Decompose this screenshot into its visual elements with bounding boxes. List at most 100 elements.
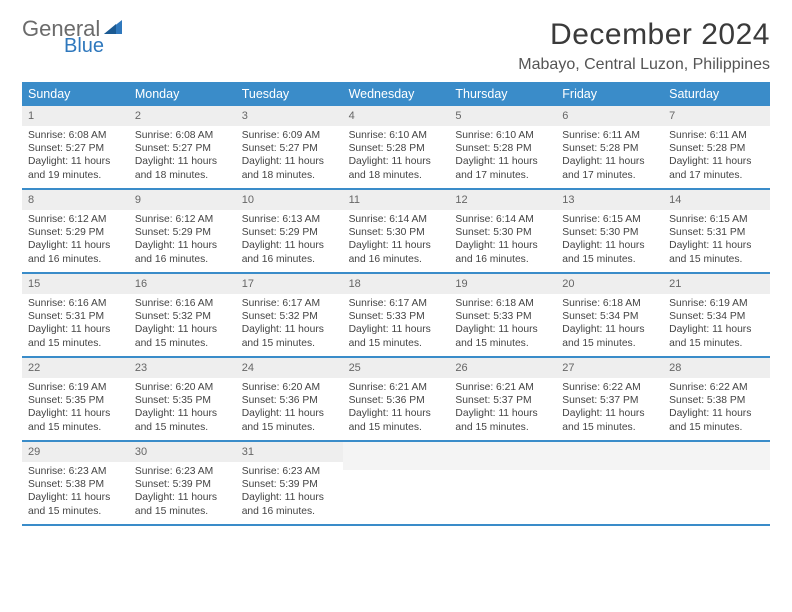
calendar-empty-cell: . [449, 442, 556, 524]
daylight-line: Daylight: 11 hours and 18 minutes. [349, 155, 444, 181]
day-body: Sunrise: 6:12 AMSunset: 5:29 PMDaylight:… [129, 210, 236, 271]
sunrise-line: Sunrise: 6:23 AM [28, 465, 123, 478]
sunset-line: Sunset: 5:39 PM [135, 478, 230, 491]
sunset-line: Sunset: 5:32 PM [242, 310, 337, 323]
sunset-line: Sunset: 5:34 PM [669, 310, 764, 323]
sunset-line: Sunset: 5:28 PM [562, 142, 657, 155]
calendar-day-cell: 8Sunrise: 6:12 AMSunset: 5:29 PMDaylight… [22, 190, 129, 272]
weekday-header: Monday [129, 82, 236, 106]
sunset-line: Sunset: 5:37 PM [455, 394, 550, 407]
sunset-line: Sunset: 5:37 PM [562, 394, 657, 407]
daylight-line: Daylight: 11 hours and 17 minutes. [562, 155, 657, 181]
day-body: Sunrise: 6:08 AMSunset: 5:27 PMDaylight:… [129, 126, 236, 187]
calendar-day-cell: 15Sunrise: 6:16 AMSunset: 5:31 PMDayligh… [22, 274, 129, 356]
sunrise-line: Sunrise: 6:12 AM [28, 213, 123, 226]
day-body: Sunrise: 6:22 AMSunset: 5:37 PMDaylight:… [556, 378, 663, 439]
weekday-header: Thursday [449, 82, 556, 106]
day-body: Sunrise: 6:22 AMSunset: 5:38 PMDaylight:… [663, 378, 770, 439]
day-number: 22 [22, 358, 129, 378]
sunset-line: Sunset: 5:27 PM [28, 142, 123, 155]
sunrise-line: Sunrise: 6:23 AM [135, 465, 230, 478]
daylight-line: Daylight: 11 hours and 18 minutes. [242, 155, 337, 181]
page-title: December 2024 [518, 18, 770, 52]
calendar-day-cell: 7Sunrise: 6:11 AMSunset: 5:28 PMDaylight… [663, 106, 770, 188]
day-body: Sunrise: 6:19 AMSunset: 5:35 PMDaylight:… [22, 378, 129, 439]
daylight-line: Daylight: 11 hours and 17 minutes. [669, 155, 764, 181]
day-number: 9 [129, 190, 236, 210]
sunrise-line: Sunrise: 6:08 AM [135, 129, 230, 142]
day-body [343, 462, 450, 470]
calendar-day-cell: 9Sunrise: 6:12 AMSunset: 5:29 PMDaylight… [129, 190, 236, 272]
sunset-line: Sunset: 5:38 PM [669, 394, 764, 407]
day-number: 18 [343, 274, 450, 294]
day-number: . [556, 442, 663, 462]
daylight-line: Daylight: 11 hours and 15 minutes. [669, 239, 764, 265]
calendar-day-cell: 14Sunrise: 6:15 AMSunset: 5:31 PMDayligh… [663, 190, 770, 272]
calendar-day-cell: 11Sunrise: 6:14 AMSunset: 5:30 PMDayligh… [343, 190, 450, 272]
calendar-day-cell: 20Sunrise: 6:18 AMSunset: 5:34 PMDayligh… [556, 274, 663, 356]
daylight-line: Daylight: 11 hours and 16 minutes. [242, 491, 337, 517]
calendar-day-cell: 23Sunrise: 6:20 AMSunset: 5:35 PMDayligh… [129, 358, 236, 440]
sunrise-line: Sunrise: 6:09 AM [242, 129, 337, 142]
calendar-day-cell: 1Sunrise: 6:08 AMSunset: 5:27 PMDaylight… [22, 106, 129, 188]
calendar-day-cell: 22Sunrise: 6:19 AMSunset: 5:35 PMDayligh… [22, 358, 129, 440]
calendar-day-cell: 30Sunrise: 6:23 AMSunset: 5:39 PMDayligh… [129, 442, 236, 524]
sunrise-line: Sunrise: 6:18 AM [562, 297, 657, 310]
day-number: 5 [449, 106, 556, 126]
day-body [663, 462, 770, 470]
daylight-line: Daylight: 11 hours and 15 minutes. [28, 491, 123, 517]
daylight-line: Daylight: 11 hours and 16 minutes. [135, 239, 230, 265]
day-number: . [663, 442, 770, 462]
sunset-line: Sunset: 5:32 PM [135, 310, 230, 323]
sunset-line: Sunset: 5:33 PM [455, 310, 550, 323]
weekday-header-row: SundayMondayTuesdayWednesdayThursdayFrid… [22, 82, 770, 106]
sunset-line: Sunset: 5:38 PM [28, 478, 123, 491]
sunrise-line: Sunrise: 6:20 AM [242, 381, 337, 394]
day-body: Sunrise: 6:17 AMSunset: 5:32 PMDaylight:… [236, 294, 343, 355]
calendar-week-row: 22Sunrise: 6:19 AMSunset: 5:35 PMDayligh… [22, 358, 770, 442]
day-body: Sunrise: 6:10 AMSunset: 5:28 PMDaylight:… [449, 126, 556, 187]
day-body: Sunrise: 6:21 AMSunset: 5:37 PMDaylight:… [449, 378, 556, 439]
sunrise-line: Sunrise: 6:19 AM [669, 297, 764, 310]
sunrise-line: Sunrise: 6:10 AM [455, 129, 550, 142]
calendar-day-cell: 6Sunrise: 6:11 AMSunset: 5:28 PMDaylight… [556, 106, 663, 188]
calendar-day-cell: 17Sunrise: 6:17 AMSunset: 5:32 PMDayligh… [236, 274, 343, 356]
weekday-header: Saturday [663, 82, 770, 106]
calendar-day-cell: 18Sunrise: 6:17 AMSunset: 5:33 PMDayligh… [343, 274, 450, 356]
day-number: 30 [129, 442, 236, 462]
calendar-day-cell: 28Sunrise: 6:22 AMSunset: 5:38 PMDayligh… [663, 358, 770, 440]
sunrise-line: Sunrise: 6:23 AM [242, 465, 337, 478]
sunrise-line: Sunrise: 6:13 AM [242, 213, 337, 226]
sunrise-line: Sunrise: 6:18 AM [455, 297, 550, 310]
day-number: 15 [22, 274, 129, 294]
day-body: Sunrise: 6:23 AMSunset: 5:39 PMDaylight:… [236, 462, 343, 523]
day-body: Sunrise: 6:18 AMSunset: 5:33 PMDaylight:… [449, 294, 556, 355]
sunrise-line: Sunrise: 6:20 AM [135, 381, 230, 394]
day-body: Sunrise: 6:21 AMSunset: 5:36 PMDaylight:… [343, 378, 450, 439]
sunrise-line: Sunrise: 6:19 AM [28, 381, 123, 394]
day-number: 19 [449, 274, 556, 294]
calendar-week-row: 8Sunrise: 6:12 AMSunset: 5:29 PMDaylight… [22, 190, 770, 274]
day-number: 8 [22, 190, 129, 210]
daylight-line: Daylight: 11 hours and 15 minutes. [562, 239, 657, 265]
daylight-line: Daylight: 11 hours and 15 minutes. [349, 407, 444, 433]
sunset-line: Sunset: 5:28 PM [669, 142, 764, 155]
day-body: Sunrise: 6:16 AMSunset: 5:32 PMDaylight:… [129, 294, 236, 355]
day-body: Sunrise: 6:11 AMSunset: 5:28 PMDaylight:… [556, 126, 663, 187]
day-body: Sunrise: 6:14 AMSunset: 5:30 PMDaylight:… [449, 210, 556, 271]
day-body: Sunrise: 6:13 AMSunset: 5:29 PMDaylight:… [236, 210, 343, 271]
day-number: 3 [236, 106, 343, 126]
daylight-line: Daylight: 11 hours and 15 minutes. [135, 407, 230, 433]
brand-part2: Blue [64, 36, 104, 56]
daylight-line: Daylight: 11 hours and 16 minutes. [242, 239, 337, 265]
sunset-line: Sunset: 5:27 PM [135, 142, 230, 155]
calendar-day-cell: 2Sunrise: 6:08 AMSunset: 5:27 PMDaylight… [129, 106, 236, 188]
sunset-line: Sunset: 5:30 PM [349, 226, 444, 239]
calendar-day-cell: 31Sunrise: 6:23 AMSunset: 5:39 PMDayligh… [236, 442, 343, 524]
day-body: Sunrise: 6:10 AMSunset: 5:28 PMDaylight:… [343, 126, 450, 187]
day-body: Sunrise: 6:20 AMSunset: 5:36 PMDaylight:… [236, 378, 343, 439]
day-body: Sunrise: 6:15 AMSunset: 5:30 PMDaylight:… [556, 210, 663, 271]
sunrise-line: Sunrise: 6:22 AM [669, 381, 764, 394]
day-number: 4 [343, 106, 450, 126]
day-number: 23 [129, 358, 236, 378]
